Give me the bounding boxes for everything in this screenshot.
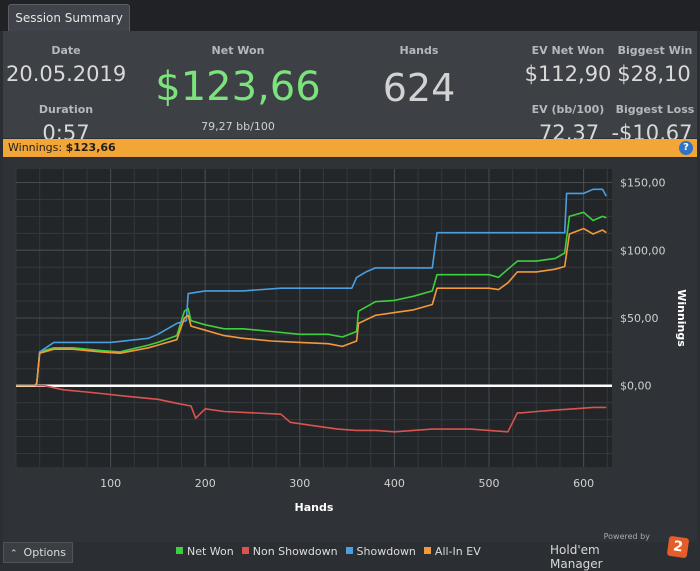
y-tick-label: $100,00 (620, 244, 666, 257)
help-icon[interactable]: ? (679, 141, 693, 155)
brand-badge-icon: 2 (666, 535, 690, 559)
legend-swatch (241, 547, 249, 554)
net-won-bb100: 79,27 bb/100 (201, 120, 275, 133)
legend-swatch (345, 547, 353, 554)
brand-name: Hold'em Manager (550, 543, 603, 571)
y-axis-title: Winnings (675, 289, 688, 347)
series-line-showdown (16, 188, 607, 387)
series-line-non-showdown (16, 384, 607, 433)
series-line-all-in-ev (16, 227, 607, 387)
x-tick-label: 200 (195, 477, 216, 490)
x-tick-label: 300 (289, 477, 310, 490)
legend-label: All-In EV (434, 545, 481, 558)
duration-label: Duration (38, 103, 94, 116)
hands-value: 624 (382, 66, 456, 110)
legend-label: Net Won (187, 545, 234, 558)
options-label: Options (23, 546, 66, 559)
x-tick-label: 400 (384, 477, 405, 490)
x-axis-title: Hands (295, 501, 334, 514)
ev-net-won-label: EV Net Won (531, 44, 605, 57)
biggest-win-value: $28,10 (617, 62, 691, 86)
legend-swatch (176, 547, 183, 554)
winnings-chart-svg: 100 200 300 400 500 600 $0,00 $50,00 $100,00 $150… (15, 169, 688, 514)
legend-label: Showdown (356, 545, 416, 558)
legend-label: Non Showdown (252, 545, 338, 558)
series-line-net-won (16, 211, 607, 387)
ev-net-won-value: $112,90 (524, 62, 612, 86)
y-tick-label: $150,00 (620, 177, 666, 190)
x-tick-label: 600 (573, 477, 594, 490)
legend-item[interactable]: All-In EV (423, 545, 481, 558)
winnings-value: $123,66 (65, 141, 116, 154)
y-tick-label: $0,00 (620, 380, 652, 393)
biggest-loss-label: Biggest Loss (615, 103, 695, 116)
powered-by-text: Powered by (603, 532, 650, 541)
session-summary-panel: Date 20.05.2019 Duration 0:57 Net Won $1… (3, 31, 697, 145)
footer: ⌃ Options Net Won Non Showdown Showdown All-… (0, 532, 700, 571)
brand-logo: Powered by Hold'em Manager 2 (550, 532, 690, 571)
y-tick-label: $50,00 (620, 312, 659, 325)
options-button[interactable]: ⌃ Options (3, 542, 73, 563)
chart-legend: Net Won Non Showdown Showdown All-In EV (176, 545, 489, 561)
date-label: Date (51, 44, 81, 57)
winnings-bar: Winnings: $123,66 ? (3, 139, 697, 157)
legend-item[interactable]: Non Showdown (241, 545, 338, 558)
hands-label: Hands (399, 44, 439, 57)
winnings-chart: 100 200 300 400 500 600 $0,00 $50,00 $100,00 $150… (3, 158, 697, 542)
date-value: 20.05.2019 (6, 62, 127, 86)
ev-bb100-label: EV (bb/100) (531, 103, 605, 116)
net-won-label: Net Won (211, 44, 265, 57)
tab-bar: Session Summary (0, 0, 700, 32)
legend-item[interactable]: Net Won (176, 545, 234, 558)
chevron-up-icon: ⌃ (10, 549, 18, 559)
tab-session-summary[interactable]: Session Summary (8, 4, 130, 32)
biggest-win-label: Biggest Win (617, 44, 693, 57)
x-tick-label: 500 (479, 477, 500, 490)
net-won-value: $123,66 (155, 64, 321, 110)
legend-swatch (423, 547, 431, 554)
legend-item[interactable]: Showdown (345, 545, 416, 558)
winnings-text: Winnings: $123,66 (8, 141, 116, 154)
winnings-label: Winnings: (8, 141, 63, 154)
x-tick-label: 100 (100, 477, 121, 490)
